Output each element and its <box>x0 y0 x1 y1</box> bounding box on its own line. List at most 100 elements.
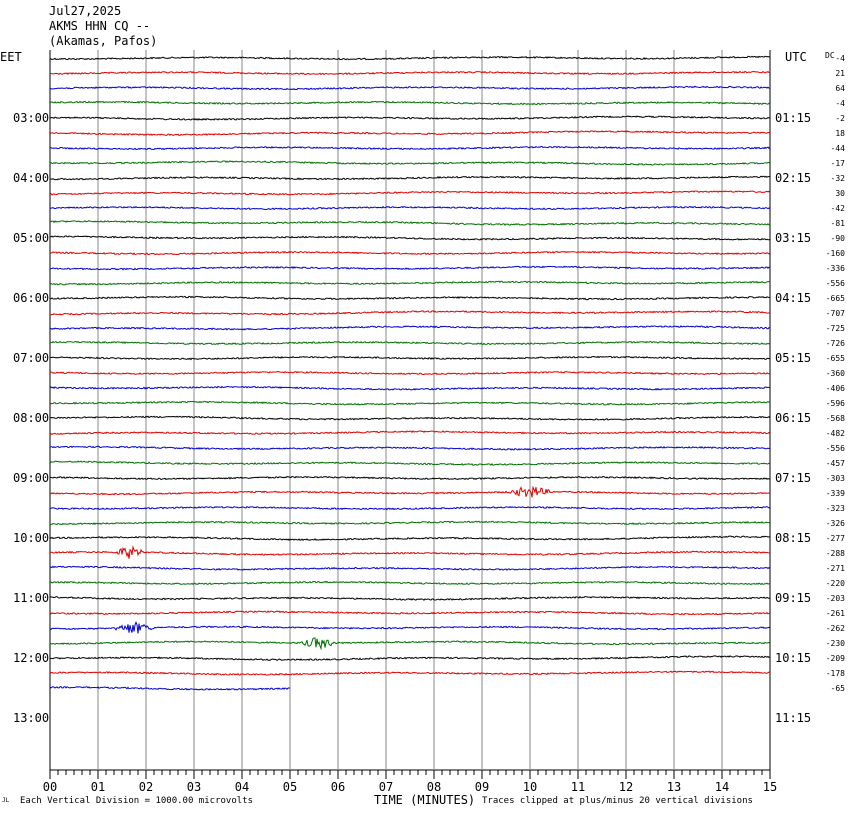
x-tick-label: 13 <box>667 780 681 794</box>
right-zone-label: UTC <box>785 50 807 64</box>
x-tick-label: 10 <box>523 780 537 794</box>
left-zone-label: EET <box>0 50 22 64</box>
right-hour-label: 11:15 <box>775 711 811 725</box>
x-tick-label: 06 <box>331 780 345 794</box>
dc-offset-label: 30 <box>835 189 845 198</box>
seismic-trace <box>49 621 771 634</box>
dc-offset-label: -707 <box>826 309 845 318</box>
seismic-trace <box>49 280 771 286</box>
left-hour-label: 09:00 <box>13 471 49 485</box>
seismic-trace <box>49 580 771 586</box>
left-hour-label: 08:00 <box>13 411 49 425</box>
x-tick-label: 11 <box>571 780 585 794</box>
seismic-trace <box>49 205 771 211</box>
x-tick-label: 04 <box>235 780 249 794</box>
left-hour-label: 07:00 <box>13 351 49 365</box>
dc-offset-label: -32 <box>831 174 846 183</box>
left-hour-label: 13:00 <box>13 711 49 725</box>
dc-offset-label: -457 <box>826 459 845 468</box>
seismic-trace <box>49 55 771 61</box>
dc-offset-label: -90 <box>831 234 846 243</box>
seismic-trace <box>49 385 771 391</box>
seismic-trace <box>49 400 771 406</box>
left-hour-label: 03:00 <box>13 111 49 125</box>
seismic-trace <box>49 130 771 137</box>
dc-offset-label: -209 <box>826 654 845 663</box>
dc-header-label: DC <box>825 51 835 60</box>
dc-offset-label: -725 <box>826 324 845 333</box>
seismic-trace <box>49 85 771 91</box>
dc-offset-label: -220 <box>826 579 845 588</box>
right-hour-label: 02:15 <box>775 171 811 185</box>
x-tick-label: 02 <box>139 780 153 794</box>
dc-offset-label: 64 <box>835 84 845 93</box>
right-hour-label: 10:15 <box>775 651 811 665</box>
left-hour-label: 12:00 <box>13 651 49 665</box>
dc-offset-label: -339 <box>826 489 845 498</box>
right-hour-label: 09:15 <box>775 591 811 605</box>
right-hour-label: 01:15 <box>775 111 811 125</box>
seismic-trace <box>49 145 771 151</box>
seismic-trace <box>49 219 771 226</box>
dc-offset-label: -277 <box>826 534 845 543</box>
x-axis-title: TIME (MINUTES) <box>374 793 476 807</box>
seismic-trace <box>49 485 771 498</box>
seismic-trace <box>49 340 771 346</box>
dc-offset-label: -406 <box>826 384 845 393</box>
seismic-trace <box>49 355 771 361</box>
dc-offset-label: -482 <box>826 429 845 438</box>
right-hour-label: 08:15 <box>775 531 811 545</box>
dc-offset-label: -42 <box>831 204 846 213</box>
seismic-trace <box>49 670 771 676</box>
left-hour-label: 11:00 <box>13 591 49 605</box>
seismic-trace <box>49 235 771 241</box>
x-tick-label: 05 <box>283 780 297 794</box>
right-hour-label: 07:15 <box>775 471 811 485</box>
dc-offset-label: -160 <box>826 249 845 258</box>
seismic-trace <box>49 175 771 181</box>
seismic-trace <box>49 310 771 316</box>
dc-offset-label: -17 <box>831 159 846 168</box>
seismic-trace <box>49 460 771 466</box>
x-tick-label: 01 <box>91 780 105 794</box>
dc-offset-label: -360 <box>826 369 845 378</box>
seismic-trace <box>49 100 771 106</box>
dc-offset-label: 21 <box>835 69 845 78</box>
dc-offset-label: -230 <box>826 639 845 648</box>
seismic-trace <box>49 610 771 616</box>
clip-note: Traces clipped at plus/minus 20 vertical… <box>482 796 753 806</box>
dc-offset-label: -262 <box>826 624 845 633</box>
dc-offset-label: -596 <box>826 399 845 408</box>
dc-offset-label: -4 <box>835 99 845 108</box>
scale-note: Each Vertical Division = 1000.00 microvo… <box>20 796 253 806</box>
seismic-trace <box>49 190 771 196</box>
header-location: (Akamas, Pafos) <box>49 34 158 48</box>
seismic-trace <box>49 250 771 256</box>
x-tick-label: 15 <box>763 780 777 794</box>
seismic-trace <box>49 595 771 601</box>
dc-offset-label: -568 <box>826 414 845 423</box>
left-hour-label: 04:00 <box>13 171 49 185</box>
dc-offset-label: -2 <box>835 114 845 123</box>
dc-offset-label: 18 <box>835 129 845 138</box>
dc-offset-label: -726 <box>826 339 845 348</box>
header-station: AKMS HHN CQ -- <box>49 19 151 33</box>
seismic-trace <box>49 370 771 376</box>
seismic-trace <box>49 655 771 662</box>
x-tick-label: 08 <box>427 780 441 794</box>
seismic-trace <box>49 325 771 331</box>
right-hour-label: 05:15 <box>775 351 811 365</box>
seismic-trace <box>49 505 771 511</box>
dc-offset-label: -44 <box>831 144 846 153</box>
dc-offset-label: -336 <box>826 264 845 273</box>
x-tick-label: 07 <box>379 780 393 794</box>
right-hour-label: 03:15 <box>775 231 811 245</box>
seismic-trace <box>49 565 771 571</box>
dc-offset-label: -4 <box>835 54 845 63</box>
dc-offset-label: -81 <box>831 219 846 228</box>
dc-offset-label: -303 <box>826 474 845 483</box>
x-tick-label: 03 <box>187 780 201 794</box>
right-hour-label: 04:15 <box>775 291 811 305</box>
seismic-trace <box>49 686 291 691</box>
